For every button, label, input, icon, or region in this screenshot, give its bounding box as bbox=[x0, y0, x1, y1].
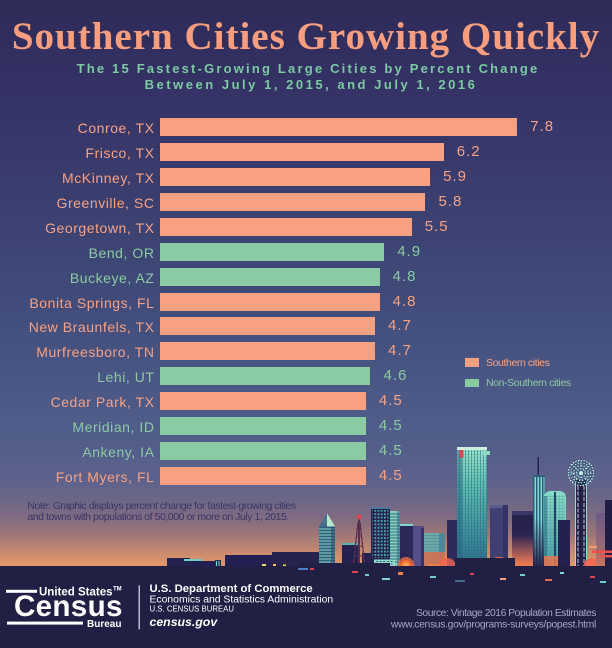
svg-text:Census: Census bbox=[14, 590, 123, 623]
svg-text:Bureau: Bureau bbox=[87, 619, 121, 630]
svg-text:www.census.gov/programs-survey: www.census.gov/programs-surveys/popest.h… bbox=[390, 620, 596, 631]
svg-text:Source: Vintage 2016 Populatio: Source: Vintage 2016 Population Estimate… bbox=[416, 608, 596, 619]
svg-text:census.gov: census.gov bbox=[150, 615, 219, 629]
svg-text:Economics and Statistics Admin: Economics and Statistics Administration bbox=[150, 594, 334, 605]
svg-text:U.S. Department of Commerce: U.S. Department of Commerce bbox=[150, 583, 313, 595]
svg-text:U.S. CENSUS BUREAU: U.S. CENSUS BUREAU bbox=[150, 605, 235, 614]
svg-text:United States: United States bbox=[39, 586, 113, 598]
svg-text:TM: TM bbox=[113, 587, 122, 593]
